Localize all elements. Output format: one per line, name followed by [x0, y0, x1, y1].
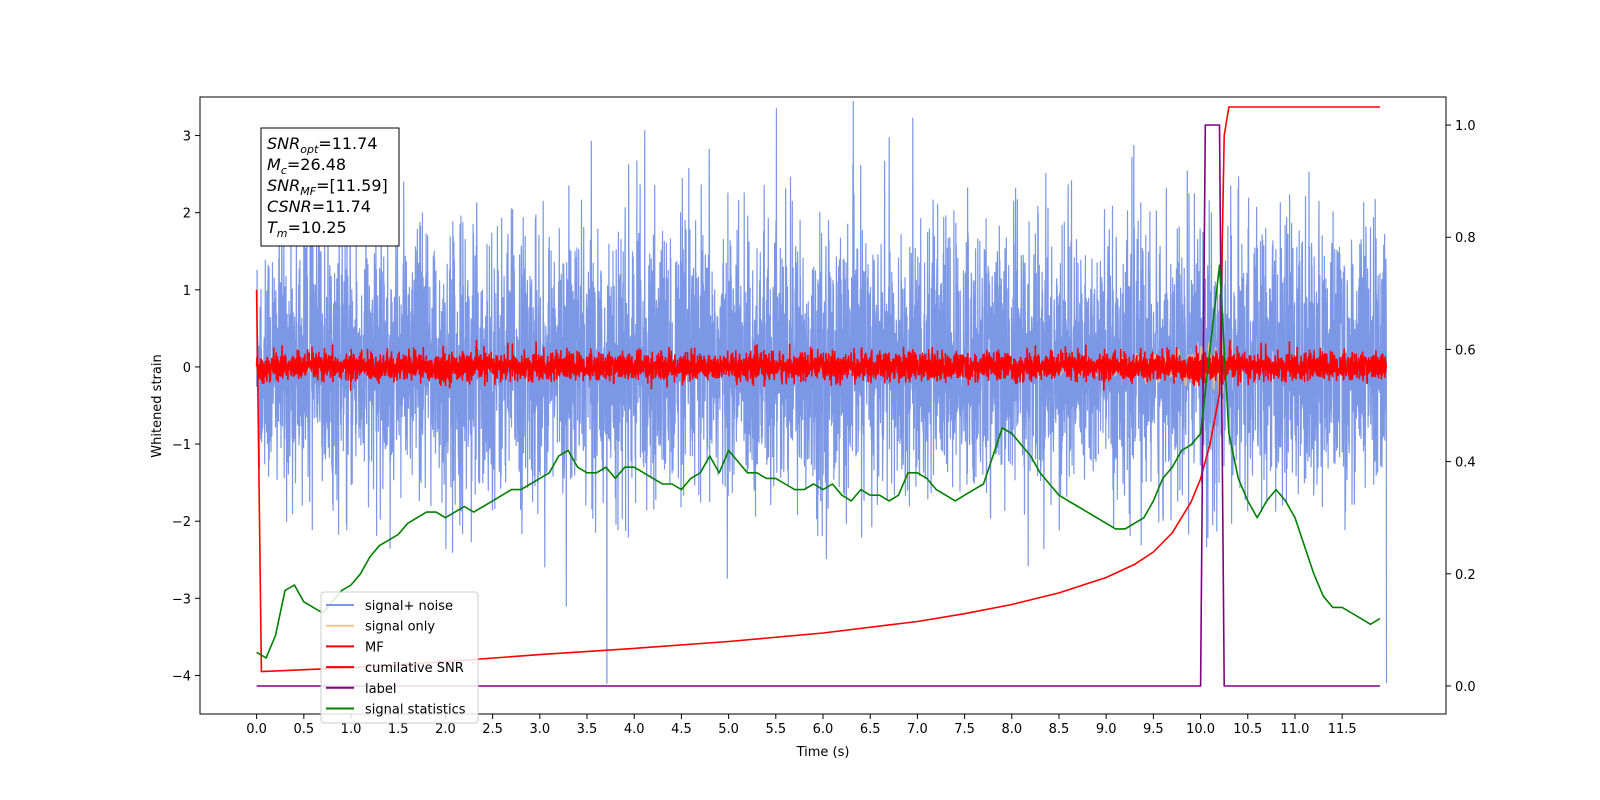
x-tick-label: 1.5: [388, 722, 409, 737]
y-axis-right: 0.0 0.2 0.4 0.6 0.8 1.0: [1446, 119, 1476, 695]
y-tick-label: 2: [183, 207, 191, 222]
x-tick-label: 0.5: [293, 722, 314, 737]
series-line-3: [255, 106, 1380, 673]
legend-label: signal only: [365, 620, 435, 635]
annotation-line: CSNR=11.74: [267, 197, 371, 216]
x-tick-label: 3.0: [529, 722, 550, 737]
x-tick-label: 8.5: [1049, 722, 1070, 737]
x-tick-label: 0.0: [246, 722, 267, 737]
x-tick-label: 7.0: [907, 722, 928, 737]
x-tick-label: 6.0: [813, 722, 834, 737]
y-right-tick-label: 0.2: [1455, 568, 1476, 583]
y-right-tick-label: 0.8: [1455, 231, 1476, 246]
x-tick-label: 4.5: [671, 722, 692, 737]
x-tick-label: 10.5: [1233, 722, 1262, 737]
stats-annotation-box: SNRopt=11.74Mc=26.48SNRMF=[11.59]CSNR=11…: [260, 127, 400, 247]
series-line-4: [256, 124, 1380, 687]
annotation-line: SNRMF=[11.59]: [267, 176, 388, 198]
x-tick-label: 9.5: [1143, 722, 1164, 737]
x-tick-label: 2.0: [435, 722, 456, 737]
annotation-line: Tm=10.25: [267, 218, 347, 240]
x-tick-label: 11.5: [1328, 722, 1357, 737]
annotation-frame: [260, 127, 400, 247]
x-axis: 0.0 0.5 1.0 1.5 2.0 2.5 3.0 3.5 4.0 4.5 5.0 5.5 6.0 6…: [246, 714, 1357, 737]
legend-label: MF: [365, 640, 384, 655]
y-right-tick-label: 0.4: [1455, 456, 1476, 471]
x-tick-label: 8.0: [1001, 722, 1022, 737]
x-axis-title: Time (s): [796, 745, 850, 760]
y-right-tick-label: 0.0: [1455, 680, 1476, 695]
y-right-tick-label: 0.6: [1455, 343, 1476, 358]
x-tick-label: 9.0: [1096, 722, 1117, 737]
y-tick-label: 1: [183, 284, 191, 299]
x-tick-label: 7.5: [954, 722, 975, 737]
annotation-line: Mc=26.48: [267, 155, 346, 177]
y-tick-label: 3: [183, 130, 191, 145]
x-tick-label: 1.0: [341, 722, 362, 737]
y-tick-label: −2: [172, 515, 191, 530]
series-layer: [255, 100, 1388, 687]
legend-label: signal+ noise: [365, 599, 453, 614]
y-tick-label: 0: [183, 361, 191, 376]
y-tick-label: −3: [172, 592, 191, 607]
x-tick-label: 4.0: [624, 722, 645, 737]
x-tick-label: 2.5: [482, 722, 503, 737]
y-axis-title: Whitened strain: [150, 354, 165, 457]
x-tick-label: 6.5: [860, 722, 881, 737]
y-tick-label: −1: [172, 438, 191, 453]
y-axis-left: −4 −3 −2 −1 0 1 2 3: [172, 130, 200, 684]
series-line-0: [256, 100, 1388, 684]
legend-label: cumilative SNR: [365, 661, 464, 676]
annotation-line: SNRopt=11.74: [267, 134, 378, 156]
y-tick-label: −4: [172, 669, 191, 684]
series-line-2: [255, 339, 1388, 391]
legend-label: signal statistics: [365, 703, 466, 718]
legend: signal+ noise signal only MF cumilative SNR…: [320, 591, 479, 724]
y-right-tick-label: 1.0: [1455, 119, 1476, 134]
x-tick-label: 11.0: [1280, 722, 1309, 737]
x-tick-label: 5.5: [765, 722, 786, 737]
x-tick-label: 5.0: [718, 722, 739, 737]
series-line-5: [256, 264, 1381, 659]
x-tick-label: 10.0: [1186, 722, 1215, 737]
x-tick-label: 3.5: [577, 722, 598, 737]
legend-label: label: [365, 682, 396, 697]
legend-frame: [320, 591, 479, 724]
